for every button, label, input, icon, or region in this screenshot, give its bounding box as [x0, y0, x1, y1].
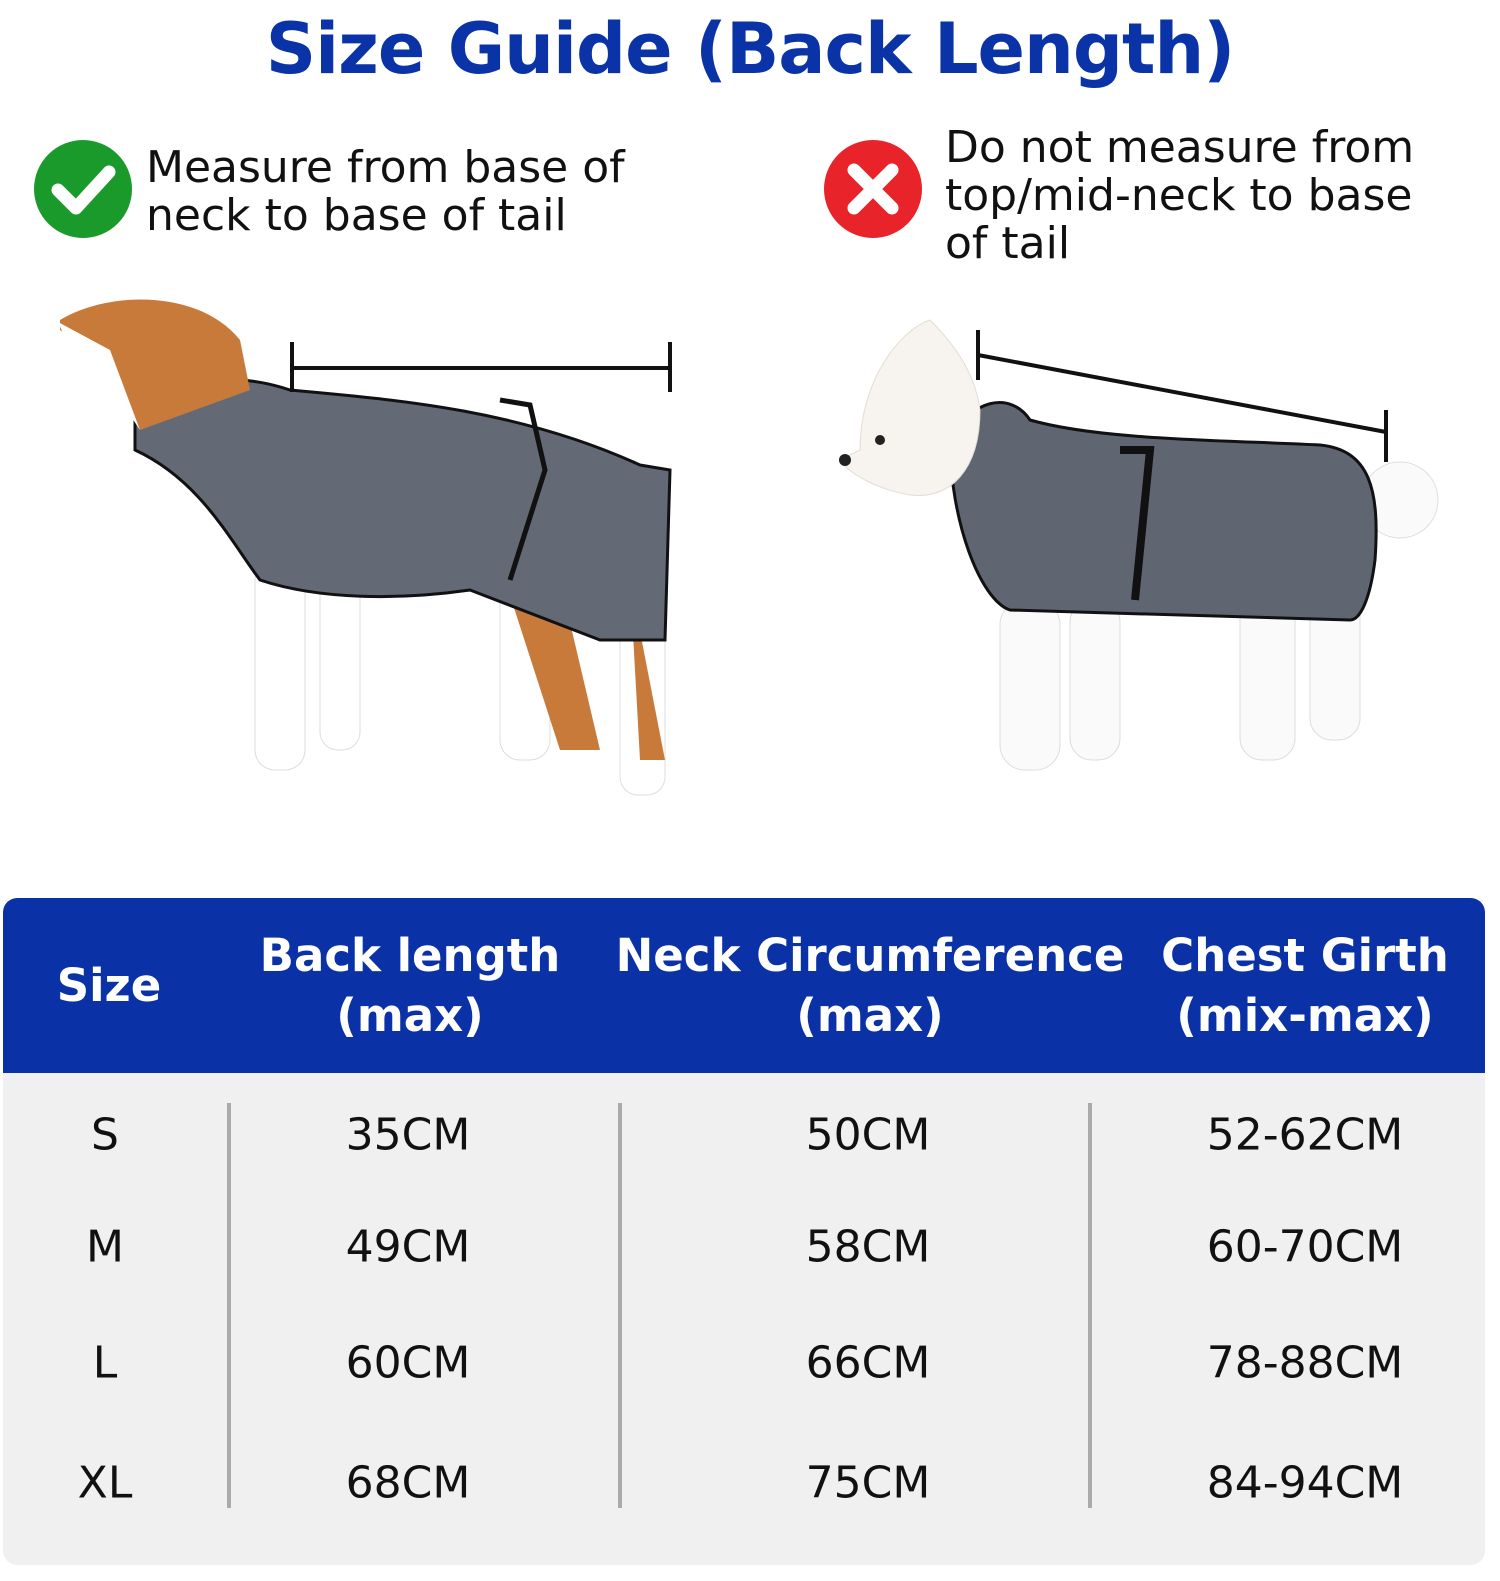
column-divider	[1088, 1103, 1092, 1508]
instruction-line: of tail	[945, 218, 1071, 269]
instruction-line: top/mid-neck to base	[945, 170, 1413, 221]
cell-size: XL	[77, 1457, 133, 1509]
header-neck: Neck Circumference (max)	[605, 898, 1135, 1073]
cell-neck: 50CM	[805, 1109, 931, 1161]
header-size: Size	[3, 898, 215, 1073]
cell-chest: 60-70CM	[1206, 1221, 1404, 1273]
column-divider	[227, 1103, 231, 1508]
column-divider	[618, 1103, 622, 1508]
cell-chest: 52-62CM	[1206, 1109, 1404, 1161]
header-subtext: (mix-max)	[1176, 988, 1434, 1042]
dog-correct-measure-image	[58, 299, 672, 796]
cell-chest: 84-94CM	[1206, 1457, 1404, 1509]
correct-instruction: Measure from base of neck to base of tai…	[146, 144, 625, 240]
cell-back-length: 68CM	[345, 1457, 471, 1509]
instruction-line: Measure from base of	[146, 142, 625, 193]
header-subtext: (max)	[796, 988, 944, 1042]
cell-chest: 78-88CM	[1206, 1337, 1404, 1389]
cell-back-length: 35CM	[345, 1109, 471, 1161]
size-table: Size Back length (max) Neck Circumference…	[3, 898, 1485, 1565]
instruction-line: neck to base of tail	[146, 190, 567, 241]
x-circle-icon	[824, 140, 922, 238]
instruction-line: Do not measure from	[945, 122, 1415, 173]
cell-back-length: 60CM	[345, 1337, 471, 1389]
cell-neck: 66CM	[805, 1337, 931, 1389]
table-header: Size Back length (max) Neck Circumference…	[3, 898, 1485, 1073]
cell-size: M	[86, 1221, 124, 1273]
header-text: Back length	[259, 928, 561, 982]
incorrect-instruction: Do not measure from top/mid-neck to base…	[945, 124, 1414, 268]
cell-neck: 58CM	[805, 1221, 931, 1273]
header-text: Neck Circumference	[615, 928, 1125, 982]
dog-incorrect-measure-image	[839, 319, 1439, 771]
header-back-length: Back length (max)	[215, 898, 605, 1073]
cell-back-length: 49CM	[345, 1221, 471, 1273]
cell-neck: 75CM	[805, 1457, 931, 1509]
header-chest: Chest Girth (mix-max)	[1135, 898, 1475, 1073]
cell-size: S	[91, 1109, 119, 1161]
header-text: Size	[56, 958, 162, 1012]
page-title: Size Guide (Back Length)	[265, 8, 1236, 90]
check-circle-icon	[34, 140, 132, 238]
header-text: Chest Girth	[1161, 928, 1449, 982]
header-subtext: (max)	[336, 988, 484, 1042]
cell-size: L	[92, 1337, 118, 1389]
